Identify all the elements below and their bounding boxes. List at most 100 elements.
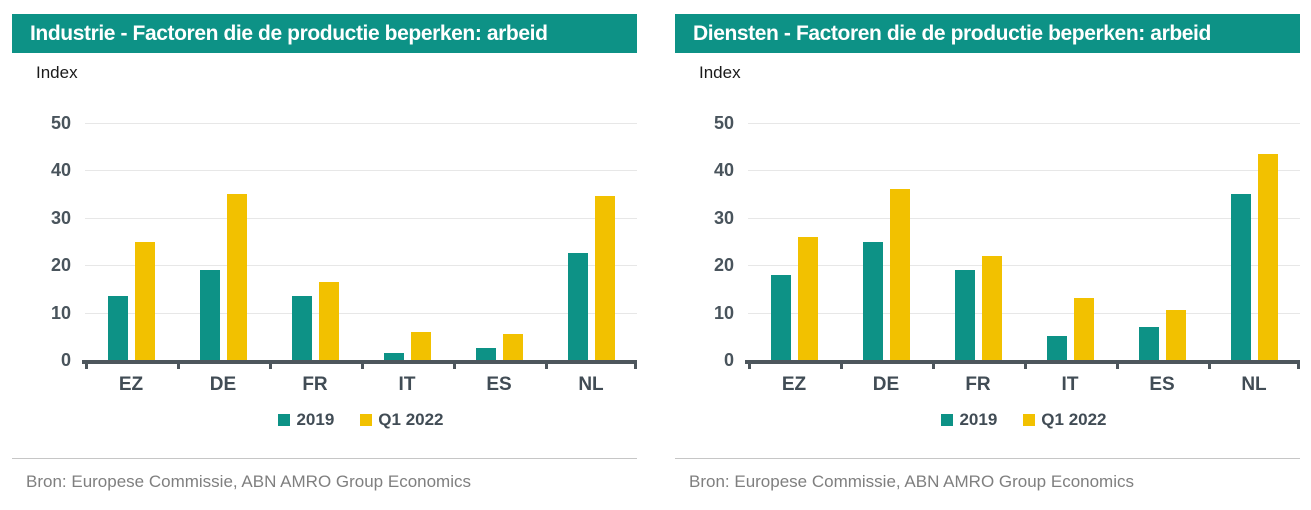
chart-title-bar: Diensten - Factoren die de productie bep… xyxy=(675,14,1300,53)
y-tick-label: 0 xyxy=(723,350,734,370)
x-axis-tick xyxy=(177,364,180,369)
legend-item-q1-2022: Q1 2022 xyxy=(360,410,444,430)
y-axis: 0 10 20 30 40 50 xyxy=(12,113,85,370)
gridline xyxy=(748,312,1300,314)
bar-2019-fr xyxy=(954,269,975,360)
x-axis-tick xyxy=(269,364,272,369)
x-axis-tick xyxy=(1208,364,1211,369)
bar-2019-ez xyxy=(770,274,791,360)
bar-q1-2022-it xyxy=(1073,298,1094,360)
bar-q1-2022-es xyxy=(1165,310,1186,360)
gridline xyxy=(748,217,1300,219)
y-tick-label: 10 xyxy=(50,302,71,323)
bar-group-fr xyxy=(269,123,361,360)
y-axis: 0 10 20 30 40 50 xyxy=(675,113,748,370)
divider xyxy=(675,458,1300,459)
plot-area xyxy=(745,123,1300,369)
bar-group-fr xyxy=(932,123,1024,360)
gridline xyxy=(748,265,1300,267)
bar-2019-de xyxy=(199,269,220,360)
legend: 2019 Q1 2022 xyxy=(85,409,637,431)
chart-panel-industrie: Industrie - Factoren die de productie be… xyxy=(12,14,637,492)
bar-group-nl xyxy=(545,123,637,360)
bar-2019-it xyxy=(383,352,404,360)
y-tick-label: 30 xyxy=(713,207,734,228)
bar-group-ez xyxy=(85,123,177,360)
y-tick-label: 40 xyxy=(713,160,734,181)
x-axis-tick xyxy=(1024,364,1027,369)
legend-swatch-icon xyxy=(1023,414,1036,426)
y-tick-label: 10 xyxy=(713,302,734,323)
legend-label: Q1 2022 xyxy=(1041,410,1107,429)
bar-q1-2022-it xyxy=(410,331,431,360)
chart-panel-diensten: Diensten - Factoren die de productie bep… xyxy=(675,14,1300,492)
gridline xyxy=(85,123,637,124)
y-tick-label: 20 xyxy=(713,255,734,276)
gridline xyxy=(748,170,1300,172)
legend-label: 2019 xyxy=(296,410,335,429)
y-tick-label: 50 xyxy=(50,113,71,133)
x-category-label-ez: EZ xyxy=(781,374,807,395)
x-axis-tick xyxy=(932,364,935,369)
bar-q1-2022-es xyxy=(502,333,523,360)
x-axis-tick xyxy=(453,364,456,369)
x-axis-line xyxy=(745,360,1300,364)
x-category-label-fr: FR xyxy=(965,374,991,395)
source-text: Bron: Europese Commissie, ABN AMRO Group… xyxy=(26,472,471,491)
x-axis-tick xyxy=(545,364,548,369)
x-category-label-ez: EZ xyxy=(118,374,144,395)
gridline xyxy=(85,217,637,219)
bar-2019-ez xyxy=(107,296,128,360)
gridline xyxy=(85,312,637,314)
bar-group-de xyxy=(840,123,932,360)
bar-q1-2022-fr xyxy=(981,255,1002,360)
bar-group-it xyxy=(361,123,453,360)
legend-swatch-icon xyxy=(360,414,373,426)
x-axis-labels: EZ DE FR IT ES NL xyxy=(748,374,1300,396)
x-axis-tick xyxy=(361,364,364,369)
y-axis-unit-label: Index xyxy=(699,63,741,82)
bar-q1-2022-de xyxy=(889,189,910,360)
x-category-label-nl: NL xyxy=(578,374,604,395)
bar-q1-2022-de xyxy=(226,194,247,360)
y-tick-label: 30 xyxy=(50,207,71,228)
x-category-label-es: ES xyxy=(1149,374,1175,395)
bar-groups xyxy=(748,123,1300,360)
legend-item-q1-2022: Q1 2022 xyxy=(1023,410,1107,430)
bar-group-de xyxy=(177,123,269,360)
bar-q1-2022-nl xyxy=(594,196,615,360)
legend-item-2019: 2019 xyxy=(941,410,997,430)
gridline xyxy=(748,123,1300,124)
x-axis-tick xyxy=(634,364,637,369)
x-category-label-de: DE xyxy=(872,374,900,395)
legend-swatch-icon xyxy=(941,414,954,426)
bar-2019-nl xyxy=(567,253,588,360)
gridline xyxy=(85,170,637,172)
bar-group-ez xyxy=(748,123,840,360)
chart-area: 0 10 20 30 40 50 xyxy=(12,113,637,370)
bar-group-es xyxy=(1116,123,1208,360)
x-category-label-de: DE xyxy=(209,374,237,395)
y-tick-label: 0 xyxy=(60,350,71,370)
bar-groups xyxy=(85,123,637,360)
bar-group-es xyxy=(453,123,545,360)
bar-2019-es xyxy=(1138,326,1159,360)
page: Industrie - Factoren die de productie be… xyxy=(12,14,1300,492)
plot-area xyxy=(82,123,637,369)
legend-label: 2019 xyxy=(959,410,998,429)
chart-area: 0 10 20 30 40 50 xyxy=(675,113,1300,370)
x-category-label-it: IT xyxy=(1061,374,1079,395)
divider xyxy=(12,458,637,459)
legend: 2019 Q1 2022 xyxy=(748,409,1300,431)
bar-2019-de xyxy=(862,241,883,360)
bar-q1-2022-ez xyxy=(134,241,155,360)
bar-2019-it xyxy=(1046,336,1067,360)
bar-2019-fr xyxy=(291,296,312,360)
legend-item-2019: 2019 xyxy=(278,410,334,430)
x-category-label-nl: NL xyxy=(1241,374,1267,395)
x-category-label-es: ES xyxy=(486,374,512,395)
bar-group-nl xyxy=(1208,123,1300,360)
legend-label: Q1 2022 xyxy=(378,410,444,429)
y-tick-label: 40 xyxy=(50,160,71,181)
source-text: Bron: Europese Commissie, ABN AMRO Group… xyxy=(689,472,1134,491)
